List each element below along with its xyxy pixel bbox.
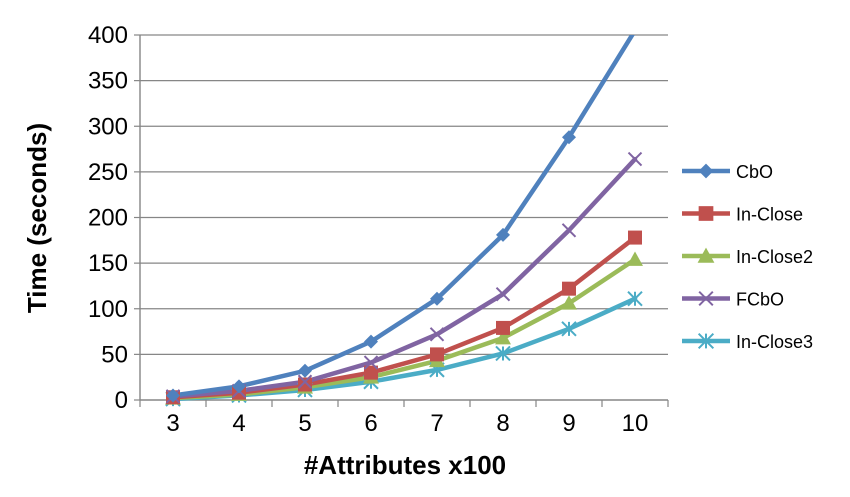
data-point-fcbo: [363, 355, 379, 370]
x-tick-label: 5: [298, 410, 311, 437]
data-point-in-close: [628, 230, 642, 245]
gridlines: [140, 34, 668, 355]
data-point-in-close2: [561, 295, 577, 310]
legend-marker-in-close2: [697, 247, 715, 263]
y-tick-label: 200: [88, 205, 128, 232]
series-group: [170, 35, 638, 401]
x-tick-label: 4: [232, 410, 245, 437]
data-point-cbo: [298, 363, 312, 378]
series-line-in-close: [170, 235, 638, 400]
data-point-fcbo: [297, 374, 313, 389]
data-point-in-close2: [495, 329, 511, 345]
legend-label-cbo: CbO: [736, 162, 773, 182]
data-point-fcbo: [429, 327, 445, 342]
data-point-in-close: [496, 320, 510, 335]
y-tick-label: 0: [115, 387, 128, 414]
series-line-cbo: [170, 35, 635, 398]
data-point-in-close: [364, 365, 378, 380]
legend-marker-in-close3: [697, 332, 715, 350]
y-tick-label: 400: [88, 22, 128, 49]
data-point-in-close: [298, 377, 312, 392]
legend-label-fcbo: FCbO: [736, 290, 784, 310]
data-point-cbo: [562, 130, 576, 145]
marker-group: [165, 130, 643, 407]
data-point-in-close3: [495, 345, 511, 362]
data-point-cbo: [430, 291, 444, 306]
y-tick-label: 250: [88, 159, 128, 186]
data-point-in-close3: [561, 321, 577, 337]
legend: CbO In-Close In-Close2 FCbO In-Close3: [682, 162, 813, 352]
y-axis-ticks: 0 50 100 150 200 250 300 350 400: [88, 22, 140, 414]
legend-label-in-close2: In-Close2: [736, 247, 813, 267]
y-tick-label: 150: [88, 250, 128, 277]
y-tick-label: 50: [101, 341, 128, 368]
x-tick-label: 6: [364, 410, 377, 437]
data-point-fcbo: [495, 286, 511, 302]
x-tick-label: 8: [496, 410, 509, 437]
legend-label-in-close: In-Close: [736, 205, 803, 225]
data-point-in-close: [430, 347, 444, 362]
x-tick-label: 10: [622, 410, 649, 437]
data-point-cbo: [232, 379, 246, 394]
data-point-in-close3: [627, 291, 643, 307]
data-point-fcbo: [627, 151, 643, 167]
data-point-fcbo: [561, 223, 577, 238]
data-point-in-close: [562, 281, 576, 296]
x-axis-ticks: 3 4 5 6 7 8 9 10: [139, 400, 669, 437]
y-axis-title: Time (seconds): [22, 123, 52, 313]
data-point-in-close2: [627, 251, 643, 266]
data-point-cbo: [166, 388, 180, 403]
x-tick-label: 3: [166, 410, 179, 437]
x-tick-label: 7: [430, 410, 443, 437]
legend-marker-fcbo: [698, 290, 714, 307]
legend-label-in-close3: In-Close3: [736, 332, 813, 352]
legend-marker-in-close: [698, 206, 714, 221]
legend-marker-cbo: [698, 163, 714, 179]
data-point-cbo: [364, 334, 378, 349]
y-tick-label: 300: [88, 113, 128, 140]
y-tick-label: 350: [88, 68, 128, 95]
y-tick-label: 100: [88, 296, 128, 323]
x-tick-label: 9: [562, 410, 575, 437]
x-axis-title: #Attributes x100: [304, 450, 506, 480]
series-line-fcbo: [170, 156, 638, 399]
data-point-cbo: [496, 227, 510, 242]
